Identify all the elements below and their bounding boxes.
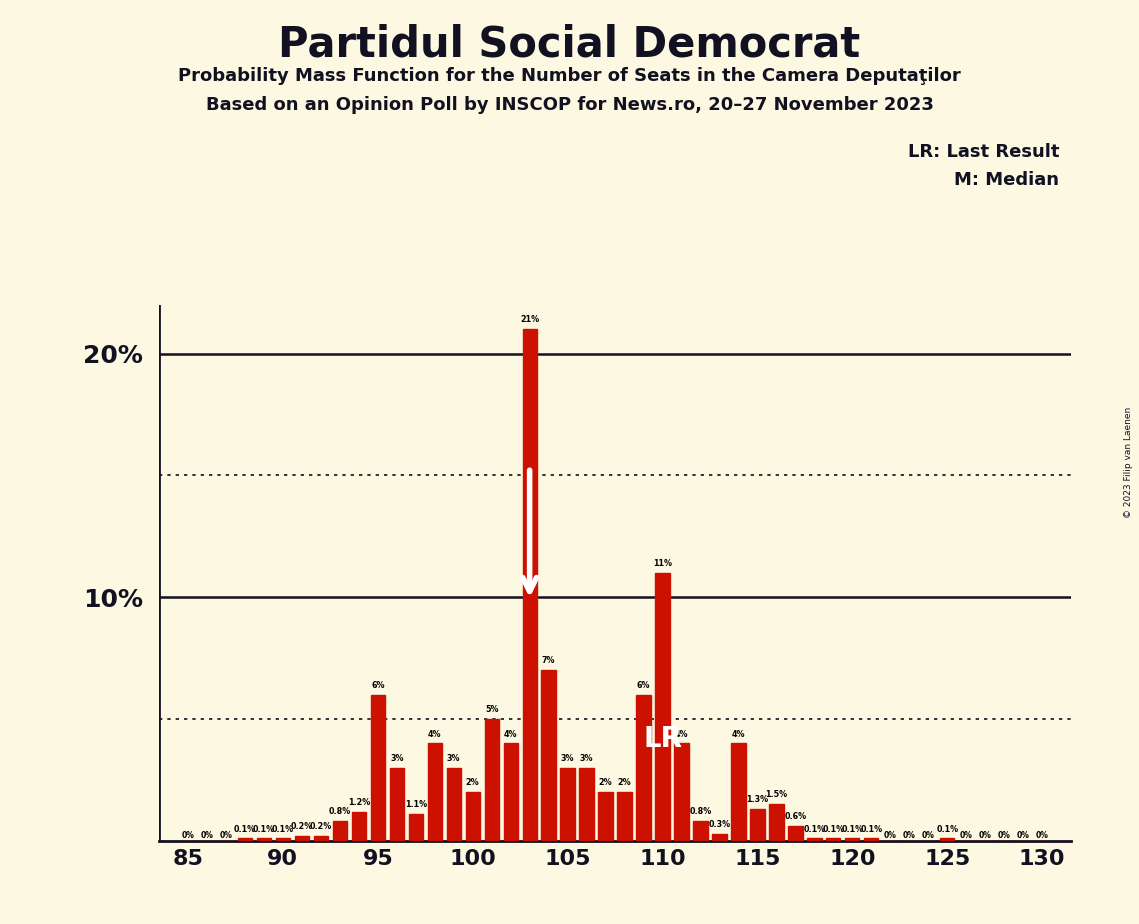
Text: 0.6%: 0.6% xyxy=(785,812,806,821)
Text: 4%: 4% xyxy=(503,730,517,738)
Bar xyxy=(446,768,461,841)
Text: 6%: 6% xyxy=(637,681,650,690)
Bar xyxy=(637,695,650,841)
Text: 4%: 4% xyxy=(428,730,442,738)
Text: 0%: 0% xyxy=(998,831,1010,840)
Text: 4%: 4% xyxy=(731,730,745,738)
Bar xyxy=(370,695,385,841)
Bar xyxy=(523,329,536,841)
Text: 6%: 6% xyxy=(371,681,385,690)
Text: Based on an Opinion Poll by INSCOP for News.ro, 20–27 November 2023: Based on an Opinion Poll by INSCOP for N… xyxy=(205,96,934,114)
Bar xyxy=(580,768,593,841)
Text: 5%: 5% xyxy=(485,705,499,714)
Text: 0.1%: 0.1% xyxy=(860,824,883,833)
Bar xyxy=(352,811,366,841)
Bar xyxy=(655,573,670,841)
Bar xyxy=(409,814,423,841)
Text: 0.2%: 0.2% xyxy=(290,822,313,831)
Text: 0%: 0% xyxy=(884,831,896,840)
Bar xyxy=(313,836,328,841)
Text: 0%: 0% xyxy=(1017,831,1030,840)
Text: 7%: 7% xyxy=(542,656,556,665)
Bar xyxy=(238,838,252,841)
Text: 11%: 11% xyxy=(653,559,672,568)
Text: 0.1%: 0.1% xyxy=(936,824,958,833)
Bar xyxy=(427,744,442,841)
Bar xyxy=(694,821,707,841)
Text: 0.1%: 0.1% xyxy=(842,824,863,833)
Text: 0%: 0% xyxy=(960,831,973,840)
Text: 1.3%: 1.3% xyxy=(746,796,769,804)
Text: 3%: 3% xyxy=(390,754,403,763)
Bar xyxy=(865,838,878,841)
Text: LR: Last Result: LR: Last Result xyxy=(908,143,1059,161)
Bar xyxy=(788,826,803,841)
Bar xyxy=(390,768,404,841)
Text: 3%: 3% xyxy=(580,754,593,763)
Bar xyxy=(674,744,689,841)
Text: 0.1%: 0.1% xyxy=(253,824,274,833)
Bar xyxy=(560,768,575,841)
Text: 0.1%: 0.1% xyxy=(272,824,294,833)
Text: 3%: 3% xyxy=(560,754,574,763)
Text: 0.8%: 0.8% xyxy=(689,808,712,817)
Text: LR: LR xyxy=(644,725,682,753)
Text: 0.8%: 0.8% xyxy=(329,808,351,817)
Text: 0%: 0% xyxy=(903,831,916,840)
Text: 0.2%: 0.2% xyxy=(310,822,331,831)
Text: 1.2%: 1.2% xyxy=(347,797,370,807)
Bar xyxy=(541,670,556,841)
Text: 0.1%: 0.1% xyxy=(822,824,844,833)
Text: 2%: 2% xyxy=(599,778,613,787)
Text: 0%: 0% xyxy=(220,831,232,840)
Bar xyxy=(295,836,309,841)
Text: 0%: 0% xyxy=(921,831,935,840)
Text: Partidul Social Democrat: Partidul Social Democrat xyxy=(278,23,861,65)
Text: 0%: 0% xyxy=(978,831,992,840)
Bar xyxy=(617,792,632,841)
Text: 3%: 3% xyxy=(446,754,460,763)
Text: 2%: 2% xyxy=(617,778,631,787)
Text: 4%: 4% xyxy=(674,730,688,738)
Bar xyxy=(598,792,613,841)
Bar xyxy=(731,744,746,841)
Bar xyxy=(276,838,290,841)
Bar xyxy=(333,821,347,841)
Text: 2%: 2% xyxy=(466,778,480,787)
Text: 0%: 0% xyxy=(200,831,213,840)
Bar xyxy=(712,833,727,841)
Bar xyxy=(466,792,480,841)
Text: 0.1%: 0.1% xyxy=(803,824,826,833)
Text: 1.5%: 1.5% xyxy=(765,790,787,799)
Bar xyxy=(826,838,841,841)
Bar xyxy=(484,719,499,841)
Text: 0.3%: 0.3% xyxy=(708,820,730,829)
Text: 0.1%: 0.1% xyxy=(233,824,256,833)
Text: 21%: 21% xyxy=(521,315,539,324)
Text: M: Median: M: Median xyxy=(954,171,1059,188)
Bar xyxy=(940,838,954,841)
Bar xyxy=(808,838,821,841)
Bar xyxy=(751,809,764,841)
Bar xyxy=(845,838,860,841)
Text: © 2023 Filip van Laenen: © 2023 Filip van Laenen xyxy=(1124,407,1133,517)
Text: Probability Mass Function for the Number of Seats in the Camera Deputaţilor: Probability Mass Function for the Number… xyxy=(178,67,961,84)
Text: 0%: 0% xyxy=(1035,831,1049,840)
Bar xyxy=(769,804,784,841)
Bar xyxy=(256,838,271,841)
Bar xyxy=(503,744,518,841)
Text: 0%: 0% xyxy=(181,831,195,840)
Text: 1.1%: 1.1% xyxy=(404,800,427,809)
